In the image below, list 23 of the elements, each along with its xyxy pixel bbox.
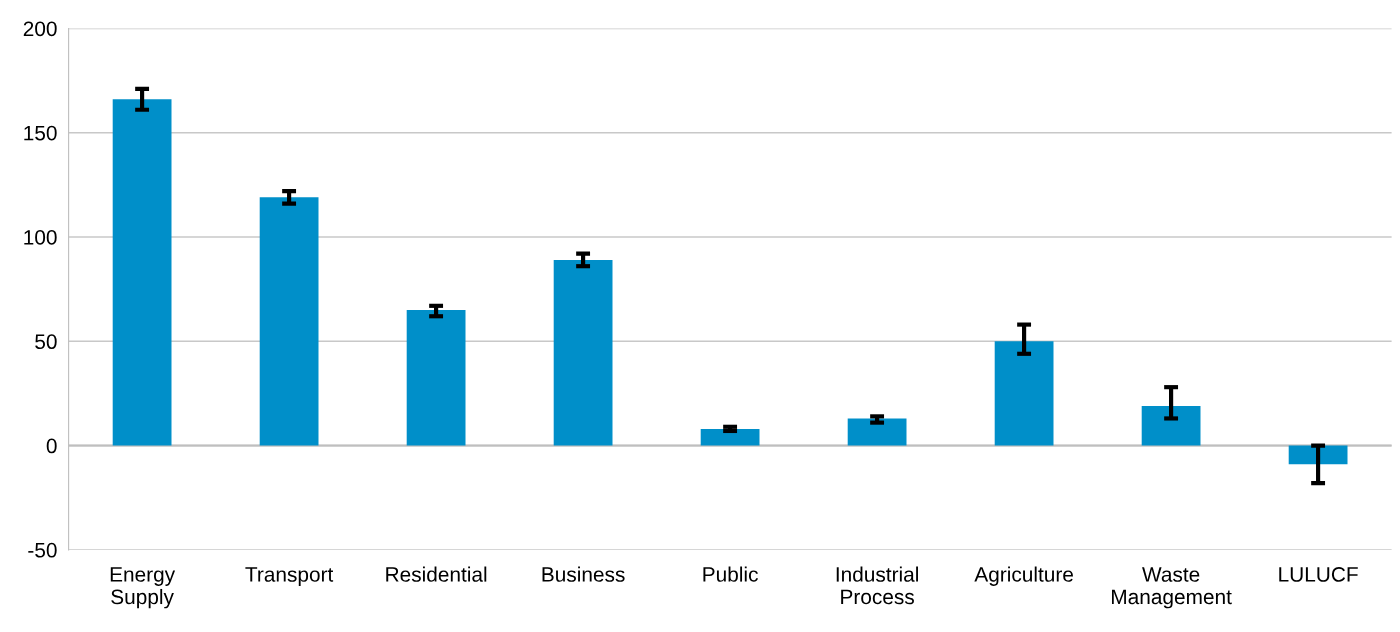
y-tick-label: 200 [23,21,57,37]
bar [259,197,319,446]
x-tick-label: Agriculture [974,566,1073,586]
x-tick-label: Transport [245,567,334,586]
y-tick-label: -50 [28,542,57,558]
x-tick-label: Public [703,566,758,582]
x-tick-label: Energy Supply [110,567,176,609]
x-tick-label: Residential [386,566,487,582]
bar [553,259,613,446]
x-tick-label: Business [542,566,625,582]
x-tick-label: Industrial Process [836,566,918,605]
y-tick-label: 150 [24,125,57,141]
x-tick-label: LULUCF [1279,567,1358,582]
y-tick-label: 100 [24,230,57,245]
bar [994,341,1054,446]
y-tick-label: 0 [46,438,57,454]
bar [847,418,907,446]
bar [112,99,172,446]
bar [700,428,760,446]
bar [1141,405,1201,446]
y-tick-label: 50 [35,334,57,350]
x-tick-label: Waste Management [1112,567,1232,609]
bar [406,310,466,446]
